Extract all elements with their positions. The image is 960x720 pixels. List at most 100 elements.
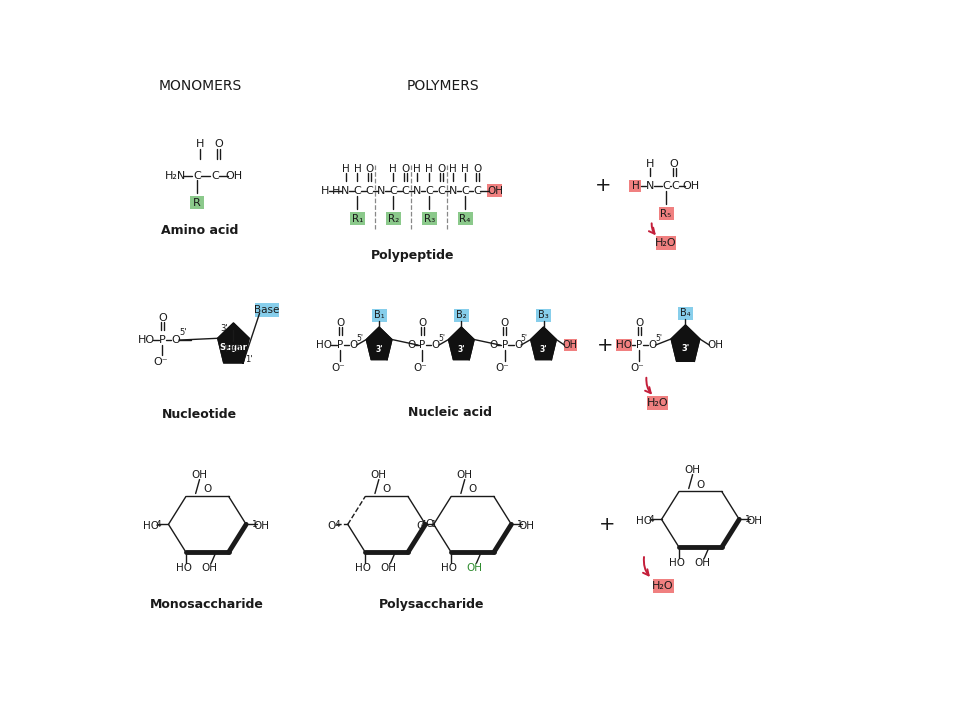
Text: C: C xyxy=(473,186,481,196)
Polygon shape xyxy=(448,327,474,359)
Text: O: O xyxy=(425,519,434,529)
Text: C: C xyxy=(425,186,433,196)
Text: O: O xyxy=(214,139,223,149)
Text: MONOMERS: MONOMERS xyxy=(158,79,242,93)
Text: P: P xyxy=(636,340,642,350)
Text: R: R xyxy=(193,197,201,207)
Text: OH: OH xyxy=(694,558,710,568)
Text: 1: 1 xyxy=(745,515,751,524)
Text: +: + xyxy=(599,515,615,534)
Text: N: N xyxy=(377,186,386,196)
Text: H: H xyxy=(196,139,204,149)
Text: H: H xyxy=(632,181,639,191)
Text: H: H xyxy=(425,163,433,174)
Text: HO: HO xyxy=(176,563,192,573)
Text: P: P xyxy=(337,340,344,350)
Text: HO: HO xyxy=(225,344,242,354)
Text: OH: OH xyxy=(563,340,578,350)
Text: B₁: B₁ xyxy=(373,310,384,320)
Text: HO: HO xyxy=(636,516,652,526)
Bar xyxy=(616,339,633,351)
Bar xyxy=(659,207,674,220)
Text: Polypeptide: Polypeptide xyxy=(371,249,454,262)
Text: OH: OH xyxy=(371,469,387,480)
Text: H: H xyxy=(342,163,349,174)
Text: O⁻: O⁻ xyxy=(153,357,168,367)
Text: O: O xyxy=(327,521,335,531)
Polygon shape xyxy=(218,323,249,363)
Text: P: P xyxy=(420,340,425,350)
Text: O: O xyxy=(635,318,643,328)
Bar xyxy=(564,339,577,351)
Text: H: H xyxy=(353,163,361,174)
Text: O: O xyxy=(437,163,445,174)
Bar xyxy=(190,196,204,209)
Text: O: O xyxy=(172,335,180,345)
Text: HO: HO xyxy=(355,563,372,573)
Text: O: O xyxy=(366,163,373,174)
Text: 4: 4 xyxy=(156,520,161,529)
Text: Monosaccharide: Monosaccharide xyxy=(151,598,264,611)
Text: HO: HO xyxy=(442,563,457,573)
Bar xyxy=(656,236,677,251)
Text: C: C xyxy=(461,186,468,196)
Text: H: H xyxy=(390,163,397,174)
Bar xyxy=(421,212,437,225)
Text: C: C xyxy=(401,186,409,196)
Text: 5': 5' xyxy=(439,333,445,343)
Text: O: O xyxy=(468,485,477,495)
Text: 1: 1 xyxy=(252,520,258,529)
Text: C: C xyxy=(366,186,373,196)
Text: N: N xyxy=(646,181,655,191)
Text: H: H xyxy=(449,163,457,174)
Text: R₂: R₂ xyxy=(388,214,399,223)
Bar xyxy=(454,309,468,322)
Text: 1: 1 xyxy=(431,520,437,529)
Text: 4: 4 xyxy=(335,520,340,529)
Text: Base: Base xyxy=(254,305,279,315)
Text: HO: HO xyxy=(616,340,633,350)
Bar xyxy=(386,212,401,225)
Text: 3': 3' xyxy=(540,345,547,354)
Bar xyxy=(488,184,502,197)
Text: O⁻: O⁻ xyxy=(331,363,345,373)
Text: R₁: R₁ xyxy=(351,214,363,223)
Text: O: O xyxy=(490,340,497,350)
Text: O: O xyxy=(382,485,391,495)
Text: OH: OH xyxy=(683,181,699,191)
Text: C: C xyxy=(672,181,680,191)
Text: O: O xyxy=(419,318,426,328)
Text: 3': 3' xyxy=(682,343,689,353)
Text: O: O xyxy=(349,340,358,350)
Text: 1: 1 xyxy=(517,520,523,529)
Polygon shape xyxy=(531,327,556,359)
Text: OH: OH xyxy=(708,340,723,350)
Text: O: O xyxy=(158,313,167,323)
Bar xyxy=(653,579,674,593)
Bar xyxy=(255,303,279,318)
Text: 5': 5' xyxy=(656,333,662,343)
Text: OH: OH xyxy=(192,469,207,480)
Text: O: O xyxy=(432,340,440,350)
Text: P: P xyxy=(501,340,508,350)
Polygon shape xyxy=(671,325,700,361)
Text: Amino acid: Amino acid xyxy=(161,224,238,237)
Text: R₃: R₃ xyxy=(423,214,435,223)
Text: 5': 5' xyxy=(520,333,528,343)
Text: C: C xyxy=(193,171,201,181)
Text: HO: HO xyxy=(137,335,155,345)
Text: B₄: B₄ xyxy=(680,308,691,318)
Text: 4: 4 xyxy=(648,515,654,524)
Text: H₂N: H₂N xyxy=(165,171,186,181)
Text: 4: 4 xyxy=(420,520,426,529)
Text: R₅: R₅ xyxy=(660,209,672,219)
Text: 3': 3' xyxy=(221,323,228,333)
Text: +: + xyxy=(597,336,613,354)
Text: B₃: B₃ xyxy=(539,310,549,320)
Text: Nucleotide: Nucleotide xyxy=(162,408,237,421)
Text: B₂: B₂ xyxy=(456,310,467,320)
Text: O: O xyxy=(336,318,345,328)
Text: 5': 5' xyxy=(180,328,187,337)
Text: O: O xyxy=(204,485,211,495)
Bar xyxy=(536,309,551,322)
